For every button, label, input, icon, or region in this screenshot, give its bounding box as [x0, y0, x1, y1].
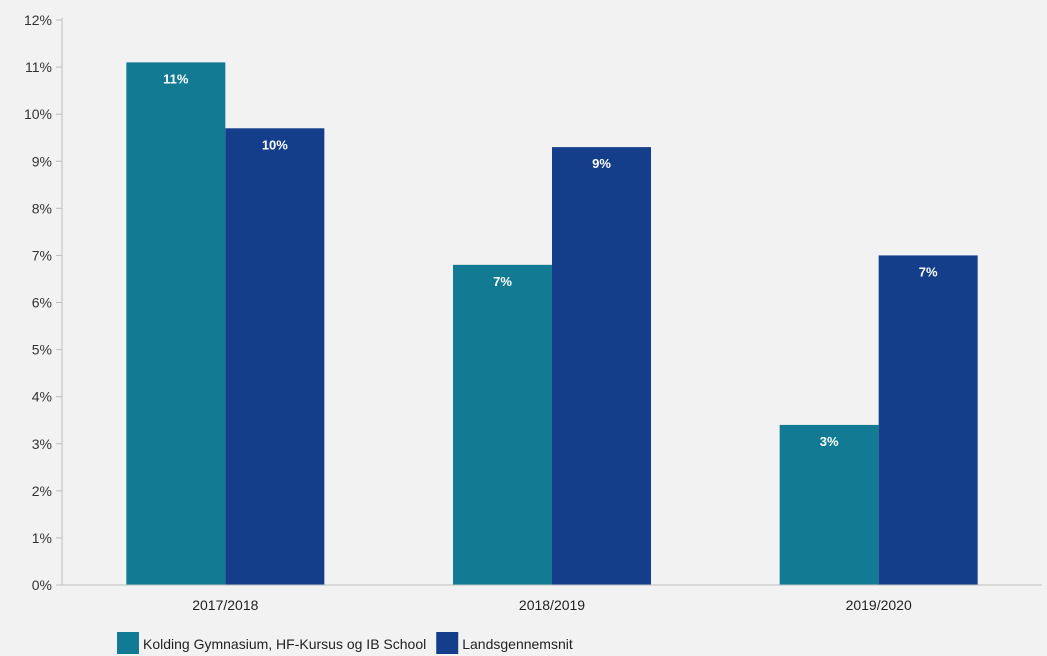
data-labels: 11% 10% 7% 9% 3% 7%: [163, 71, 938, 449]
bar: [126, 62, 226, 585]
bar-data-label: 9%: [592, 156, 611, 171]
y-tick-label: 12%: [24, 12, 52, 28]
y-tick-label: 9%: [32, 153, 52, 169]
legend: Kolding Gymnasium, HF-Kursus og IB Schoo…: [117, 632, 573, 654]
legend-swatch: [117, 632, 139, 654]
bar: [779, 424, 879, 585]
y-tick-label: 6%: [32, 295, 52, 311]
bar-data-label: 7%: [493, 274, 512, 289]
y-tick-label: 8%: [32, 200, 52, 216]
x-category-label: 2018/2019: [519, 597, 585, 613]
legend-swatch: [436, 632, 459, 654]
bar: [225, 128, 325, 585]
bar-data-label: 11%: [163, 71, 189, 86]
y-tick-label: 7%: [32, 247, 52, 263]
x-axis: 2017/2018 2018/2019 2019/2020: [62, 584, 1042, 613]
bar: [878, 255, 978, 585]
legend-label: Landsgennemsnit: [462, 636, 573, 652]
bars: [126, 62, 978, 585]
x-category-label: 2019/2020: [846, 597, 912, 613]
bar-data-label: 10%: [262, 137, 288, 152]
y-tick-label: 3%: [32, 436, 52, 452]
y-tick-label: 2%: [32, 483, 52, 499]
y-tick-label: 1%: [32, 530, 52, 546]
y-tick-label: 10%: [24, 106, 52, 122]
bar: [453, 264, 552, 585]
bar-data-label: 7%: [919, 264, 938, 279]
x-category-label: 2017/2018: [192, 597, 258, 613]
y-axis: 0% 1% 2% 3% 4% 5% 6% 7% 8% 9% 10% 11% 12%: [24, 12, 63, 593]
bar-data-label: 3%: [820, 434, 839, 449]
legend-label: Kolding Gymnasium, HF-Kursus og IB Schoo…: [143, 636, 426, 652]
y-tick-label: 5%: [32, 342, 52, 358]
bar: [552, 147, 651, 585]
y-tick-label: 11%: [25, 59, 52, 75]
y-tick-label: 0%: [32, 577, 52, 593]
y-tick-label: 4%: [32, 389, 52, 405]
